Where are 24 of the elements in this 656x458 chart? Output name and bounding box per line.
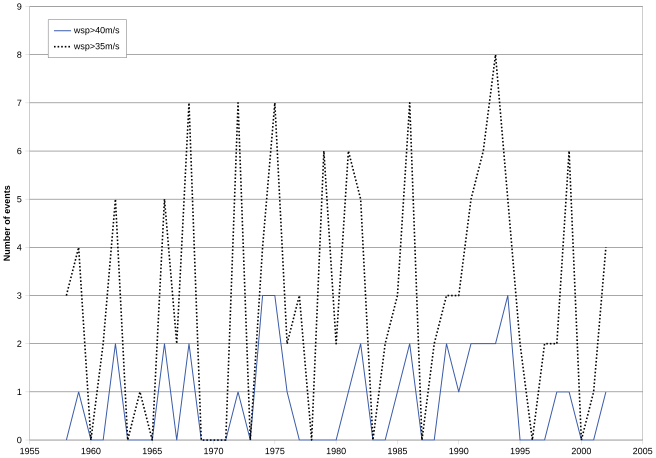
x-tick-label: 1970: [204, 448, 224, 454]
legend-label: wsp>35m/s: [74, 42, 120, 52]
y-tick-label: 9: [17, 4, 22, 10]
y-tick-label: 6: [17, 148, 22, 154]
x-tick-label: 1990: [449, 448, 468, 454]
y-tick-label: 0: [17, 437, 22, 444]
x-tick-label: 1955: [20, 448, 40, 454]
y-axis-title: Number of events: [3, 186, 10, 261]
y-tick-label: 5: [17, 196, 22, 203]
x-tick-label: 2000: [572, 448, 592, 454]
x-tick-label: 1965: [142, 448, 162, 454]
y-tick-label: 1: [17, 388, 22, 396]
x-tick-label: 1975: [266, 448, 284, 454]
y-tick-label: 3: [17, 292, 22, 299]
x-tick-label: 2005: [633, 448, 652, 454]
x-tick-label: 1980: [326, 448, 346, 454]
x-tick-label: 1960: [82, 448, 101, 454]
legend-label: wsp>40m/s: [74, 26, 120, 36]
x-tick-label: 1985: [388, 448, 408, 454]
y-tick-label: 2: [17, 340, 22, 348]
y-tick-label: 4: [17, 244, 22, 251]
x-tick-label: 1995: [510, 448, 530, 454]
y-tick-label: 7: [17, 100, 22, 106]
y-tick-label: 8: [17, 52, 22, 58]
